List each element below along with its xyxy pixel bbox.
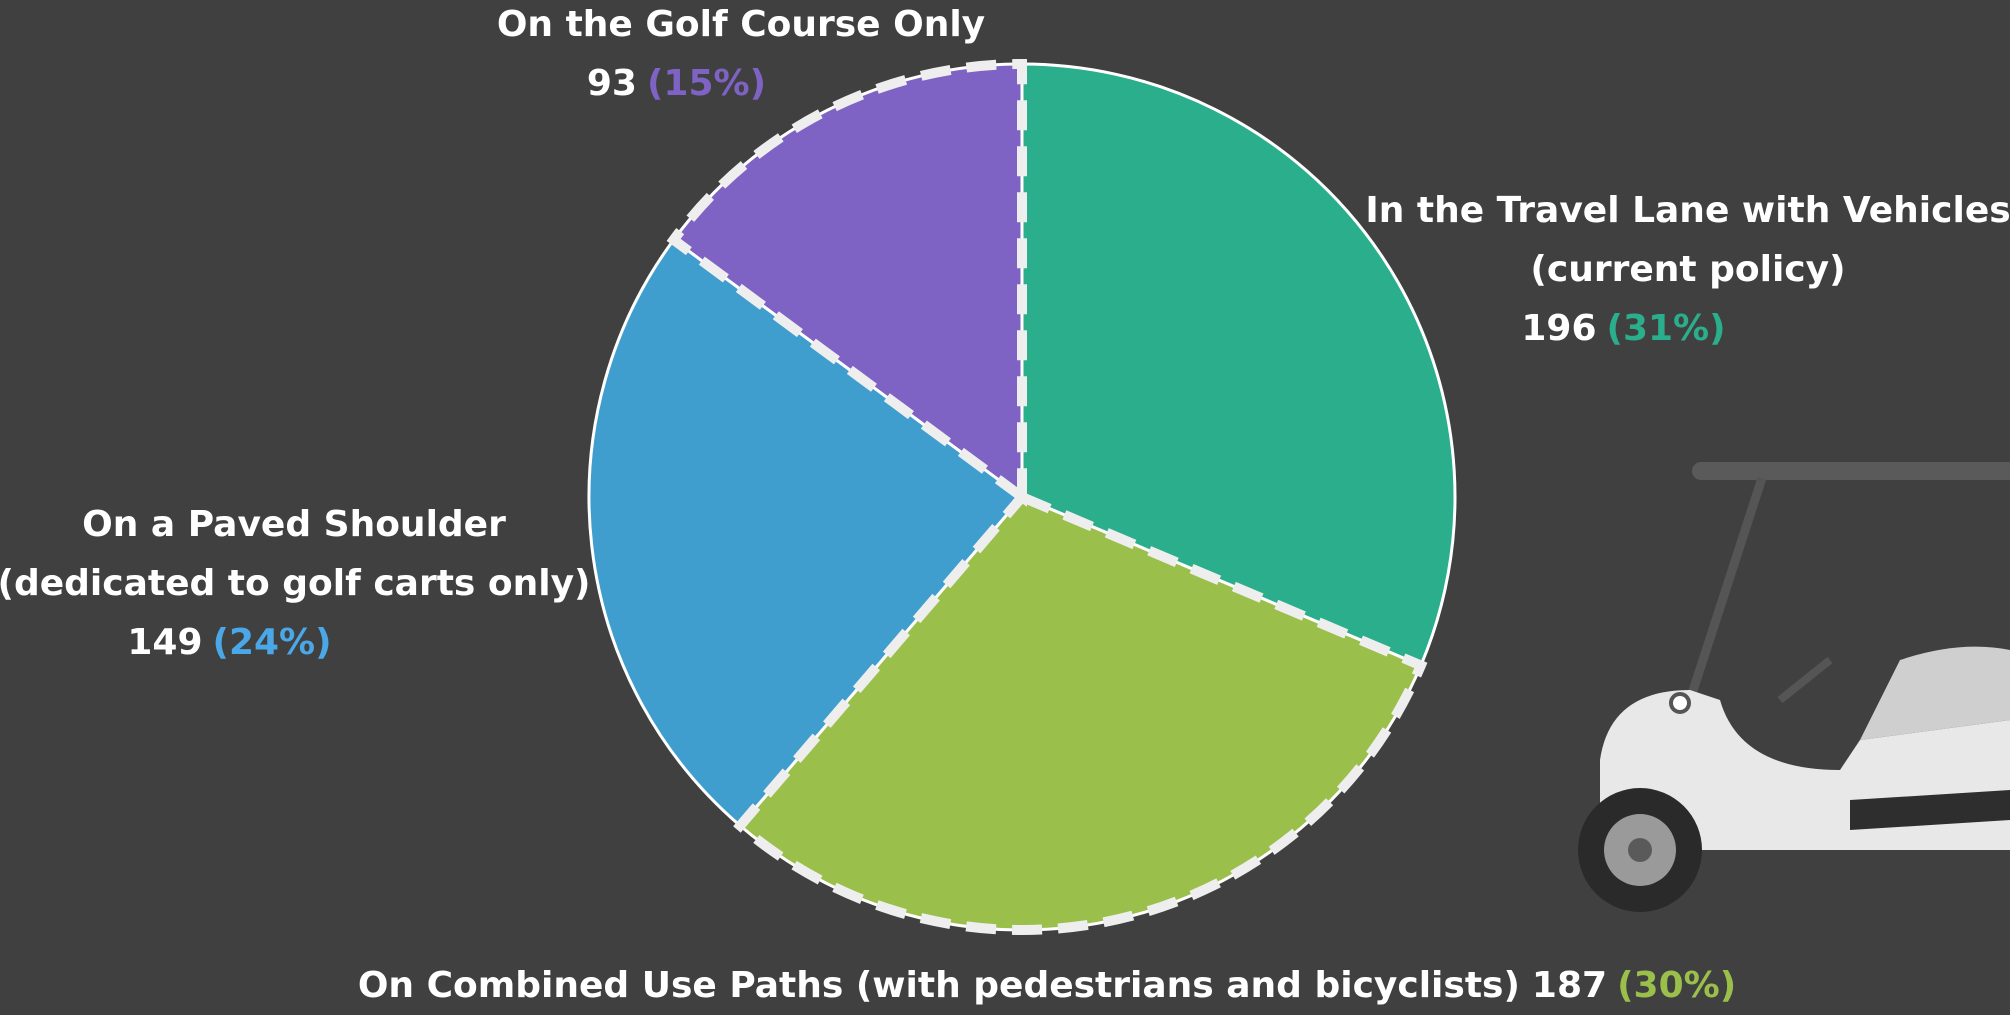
label-percent: (30%)	[1617, 965, 1736, 1006]
slice-label: In the Travel Lane with Vehicles (current…	[1365, 190, 2010, 349]
pie-slice	[1020, 62, 1457, 668]
label-name: In the Travel Lane with Vehicles	[1365, 190, 2010, 231]
label-name: On the Golf Course Only	[497, 4, 985, 45]
label-name: On Combined Use Paths (with pedestrians …	[358, 965, 1520, 1006]
label-name: On a Paved Shoulder	[82, 504, 506, 545]
slice-outline	[733, 490, 1428, 935]
label-value: 187	[1532, 965, 1607, 1006]
slice-label: On the Golf Course Only 93 (15%)	[497, 4, 985, 104]
slice-outline	[666, 58, 1027, 507]
labels: In the Travel Lane with Vehicles (current…	[0, 4, 2010, 1006]
golf-cart-illustration	[1578, 462, 2010, 912]
label-percent: (24%)	[213, 622, 332, 663]
label-name: (current policy)	[1530, 249, 1845, 290]
slice-label: On Combined Use Paths (with pedestrians …	[358, 965, 1736, 1006]
label-percent: (31%)	[1607, 308, 1726, 349]
label-name: (dedicated to golf carts only)	[0, 563, 591, 604]
slice-label: On a Paved Shoulder (dedicated to golf ca…	[0, 504, 591, 663]
label-percent: (15%)	[647, 63, 766, 104]
label-value: 196	[1521, 308, 1596, 349]
pie-slice	[587, 237, 1025, 828]
label-value: 93	[587, 63, 637, 104]
label-value: 149	[127, 622, 202, 663]
pie	[587, 58, 1457, 935]
